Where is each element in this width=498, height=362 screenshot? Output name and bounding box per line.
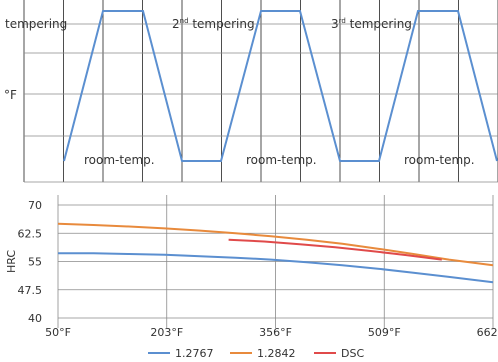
legend: 1.2767 1.2842 DSC xyxy=(148,347,448,361)
legend-label-1-2842: 1.2842 xyxy=(257,347,296,360)
profile-y-label: °F xyxy=(4,88,17,102)
tempering-label: 3rd tempering xyxy=(331,17,412,31)
room-temp-label: room-temp. xyxy=(246,153,317,167)
profile-line xyxy=(63,10,498,162)
y-tick-label: 70 xyxy=(28,199,42,212)
legend-swatch-1-2767 xyxy=(148,352,170,354)
hrc-y-label: HRC xyxy=(5,250,18,273)
tempering-label: 2nd tempering xyxy=(172,17,255,31)
x-tick-label: 662°F xyxy=(477,326,498,339)
room-temp-label: room-temp. xyxy=(84,153,155,167)
hardness-chart: 40 47.5 55 62.5 70 50°F 203°F 356°F 509°F 662°F HR… xyxy=(5,195,498,339)
x-tick-label: 509°F xyxy=(368,326,401,339)
y-tick-label: 40 xyxy=(28,312,42,325)
legend-swatch-dsc xyxy=(314,352,336,354)
legend-item-dsc: DSC xyxy=(314,347,364,361)
tempering-label: tempering xyxy=(5,17,67,31)
series-line-1-2767 xyxy=(58,252,494,284)
x-tick-label: 356°F xyxy=(259,326,292,339)
legend-item-1-2767: 1.2767 xyxy=(148,347,214,361)
y-tick-label: 55 xyxy=(28,256,42,269)
legend-item-1-2842: 1.2842 xyxy=(230,347,296,361)
x-tick-label: 50°F xyxy=(45,326,71,339)
legend-swatch-1-2842 xyxy=(230,352,252,354)
legend-label-1-2767: 1.2767 xyxy=(175,347,214,360)
y-tick-label: 62.5 xyxy=(18,227,43,240)
series-line-1-2842 xyxy=(57,222,494,267)
y-tick-label: 47.5 xyxy=(18,284,43,297)
series-line-dsc xyxy=(228,238,442,261)
room-temp-label: room-temp. xyxy=(404,153,475,167)
legend-label-dsc: DSC xyxy=(341,347,365,360)
x-tick-label: 203°F xyxy=(150,326,183,339)
tempering-profile-chart: °F tempering 2nd tempering 3rd tempering roo… xyxy=(4,0,498,183)
